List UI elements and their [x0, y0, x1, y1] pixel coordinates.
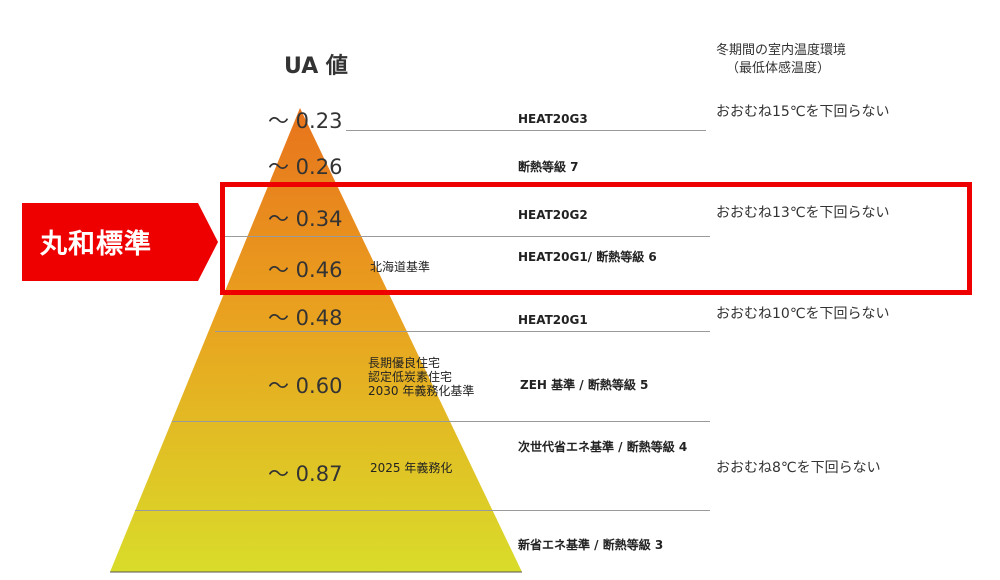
- temperature-label: おおむね15℃を下回らない: [716, 104, 890, 120]
- pyramid-shape: [110, 108, 522, 572]
- standard-highlight-box: [220, 182, 972, 295]
- grade-label: ZEH 基準 / 断熱等級 5: [520, 378, 649, 392]
- ua-title: UA 値: [284, 54, 348, 79]
- ua-value: 〜 0.34: [268, 207, 343, 231]
- tier-note: 長期優良住宅 認定低炭素住宅 2030 年義務化基準: [368, 356, 475, 398]
- ua-value: 〜 0.48: [268, 306, 343, 330]
- standard-badge-label: 丸和標準: [40, 229, 152, 260]
- tier-note: 北海道基準: [370, 260, 431, 274]
- tier-divider: [346, 130, 706, 131]
- badge-arrow-shape: [22, 203, 218, 281]
- ua-value: 〜 0.23: [268, 109, 343, 133]
- tier-note: 2025 年義務化: [370, 461, 453, 475]
- ua-value: 〜 0.46: [268, 258, 343, 282]
- ua-value: 〜 0.87: [268, 462, 343, 486]
- temperature-label: おおむね10℃を下回らない: [716, 306, 890, 322]
- grade-label: 新省エネ基準 / 断熱等級 3: [518, 538, 664, 552]
- grade-label: HEAT20G2: [518, 208, 588, 222]
- tier-note-line: 認定低炭素住宅: [368, 369, 453, 384]
- grade-label: HEAT20G3: [518, 112, 588, 126]
- temperature-label: おおむね8℃を下回らない: [716, 460, 881, 476]
- grade-label: HEAT20G1: [518, 313, 588, 327]
- temperature-header-line: （最低体感温度）: [726, 60, 831, 76]
- temperature-header: 冬期間の室内温度環境 （最低体感温度）: [716, 42, 846, 77]
- tier-divider: [172, 421, 710, 422]
- temperature-label: おおむね13℃を下回らない: [716, 205, 890, 221]
- tier-divider: [225, 236, 710, 237]
- temperature-header-line: 冬期間の室内温度環境: [716, 43, 847, 58]
- tier-note-line: 2030 年義務化基準: [368, 383, 475, 398]
- tier-divider: [135, 510, 710, 511]
- tier-note-line: 長期優良住宅: [368, 356, 441, 370]
- grade-label: 次世代省エネ基準 / 断熱等級 4: [518, 440, 688, 454]
- grade-label: 断熱等級 7: [518, 160, 579, 174]
- ua-value: 〜 0.26: [268, 155, 343, 179]
- grade-label: HEAT20G1/ 断熱等級 6: [518, 250, 657, 264]
- tier-divider: [215, 331, 710, 332]
- ua-value: 〜 0.60: [268, 374, 343, 398]
